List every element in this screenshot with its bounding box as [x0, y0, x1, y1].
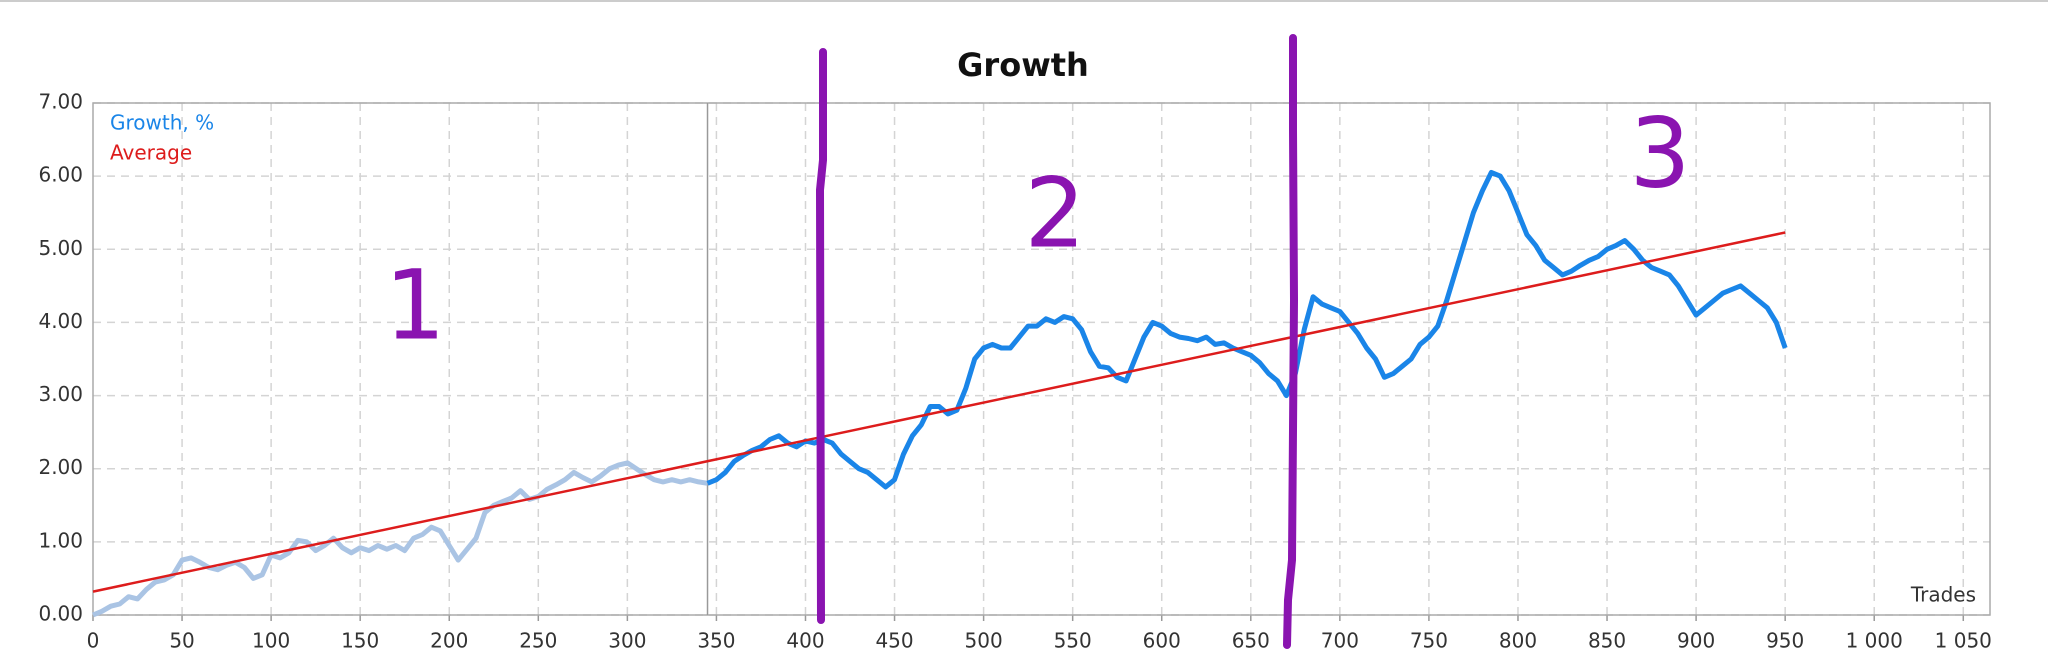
divider-line	[815, 48, 827, 624]
x-tick-label: 200	[430, 629, 468, 653]
x-tick-label: 950	[1766, 629, 1804, 653]
x-tick-label: 100	[252, 629, 290, 653]
series-line	[92, 460, 708, 618]
y-tick-label: 0.00	[38, 602, 83, 626]
series-line	[92, 231, 1786, 593]
series-line	[706, 170, 1788, 490]
annotation: 2	[1024, 157, 1085, 269]
x-tick-label: 500	[965, 629, 1003, 653]
y-tick-label: 4.00	[38, 309, 83, 333]
x-tick-label: 800	[1499, 629, 1537, 653]
plot-area: 0.001.002.003.004.005.006.007.000 50 100 15…	[38, 90, 1991, 653]
y-tick-label: 6.00	[38, 163, 83, 187]
legend-entry: Growth, %	[110, 111, 214, 135]
divider-line	[1283, 34, 1299, 649]
handwriting	[815, 34, 1299, 649]
x-tick-label: 600	[1143, 629, 1181, 653]
x-tick-label: 250	[519, 629, 557, 653]
x-tick-label: 750	[1410, 629, 1448, 653]
x-tick-label: 150	[341, 629, 379, 653]
x-tick-label: 700	[1321, 629, 1359, 653]
x-tick-label: 0	[87, 629, 100, 653]
y-tick-label: 3.00	[38, 382, 83, 406]
x-tick-label: 1 000	[1846, 629, 1903, 653]
y-tick-label: 1.00	[38, 528, 83, 552]
annotation: 1	[384, 249, 445, 361]
x-tick-label: 450	[875, 629, 913, 653]
x-tick-label: 900	[1677, 629, 1715, 653]
x-tick-label: 300	[608, 629, 646, 653]
x-tick-label: 650	[1232, 629, 1270, 653]
x-tick-label: 50	[169, 629, 194, 653]
annotation: 3	[1629, 97, 1690, 209]
y-tick-label: 2.00	[38, 455, 83, 479]
x-tick-label: 550	[1054, 629, 1092, 653]
x-tick-label: 350	[697, 629, 735, 653]
x-tick-label: 1 050	[1935, 629, 1992, 653]
chart-title: Growth	[957, 46, 1089, 84]
x-axis-label: Trades	[1910, 583, 1976, 607]
y-tick-label: 7.00	[38, 90, 83, 114]
plot-frame	[92, 102, 1991, 616]
y-tick-label: 5.00	[38, 236, 83, 260]
x-tick-label: 850	[1588, 629, 1626, 653]
legend-entry: Average	[110, 141, 192, 165]
x-tick-label: 400	[786, 629, 824, 653]
